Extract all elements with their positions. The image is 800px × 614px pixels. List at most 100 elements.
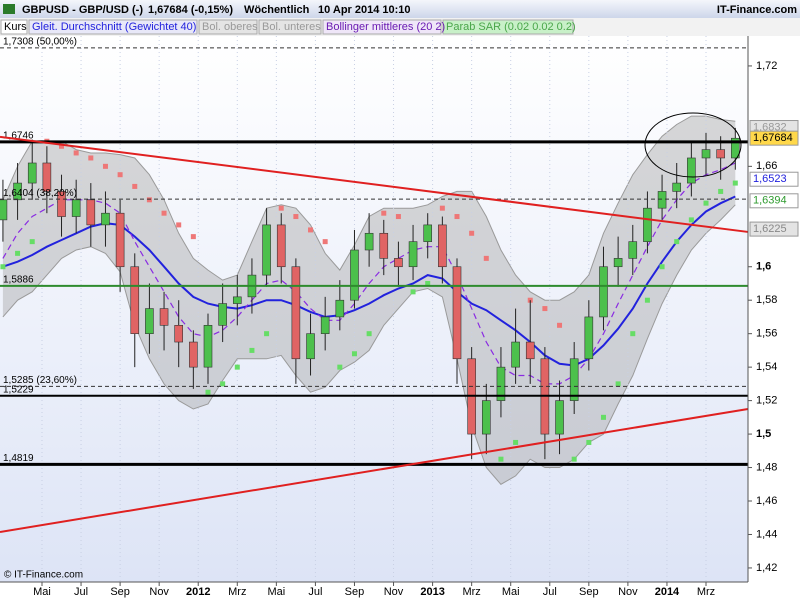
- sar-dot: [293, 214, 299, 220]
- sar-dot: [264, 331, 270, 337]
- price-tag: [749, 130, 799, 146]
- y-tick-label: 1,54: [756, 361, 777, 373]
- legend-entry: Bollinger mittleres (20 2): [326, 21, 445, 33]
- sar-dot: [644, 297, 650, 303]
- header-title: GBPUSD - GBP/USD (-): [22, 4, 143, 16]
- sar-dot: [132, 183, 138, 189]
- legend-box: [322, 19, 442, 35]
- legend-box: [198, 19, 258, 35]
- y-tick-label: 1,56: [756, 328, 777, 340]
- candle-body: [613, 258, 623, 268]
- price-tag-label: 1,6832: [753, 121, 787, 133]
- candle-body: [643, 207, 652, 242]
- sar-dot: [73, 150, 79, 156]
- x-tick-label: 2012: [186, 586, 210, 598]
- bollinger-lower: [2, 204, 736, 485]
- lines-layer: [0, 138, 738, 462]
- candle-body: [0, 199, 8, 221]
- top-layer: 1,42 1,44 1,46 1,48 1,5 1,52 1,54 1,56 1,58 1,6 1,…: [0, 37, 799, 598]
- moving-average: [2, 195, 736, 367]
- candle-body: [599, 266, 608, 318]
- price-tag-label: 1,6225: [753, 223, 787, 235]
- sar-dot: [659, 264, 665, 270]
- sar-dot: [718, 188, 724, 194]
- candle-body: [423, 224, 433, 242]
- candle-body: [628, 241, 638, 259]
- candle-body: [101, 212, 110, 226]
- candle-body: [218, 303, 227, 326]
- candle-body: [452, 266, 462, 360]
- candle-body: [159, 308, 169, 326]
- sar-dot: [513, 439, 519, 445]
- x-tick-label: Sep: [345, 586, 365, 598]
- highlight-ellipse: [644, 112, 742, 178]
- sar-dot: [234, 364, 240, 370]
- legend-entry: Parab SAR (0.02 0.02 0.2): [446, 21, 576, 33]
- bollinger-band: [2, 116, 736, 485]
- candle-body: [203, 325, 213, 368]
- sar-dot: [483, 255, 489, 261]
- price-tag-label: 1,67684: [753, 132, 793, 144]
- y-tick-label: 1,58: [756, 294, 777, 306]
- x-tick-label: Mai: [267, 586, 285, 598]
- x-tick-label: Mai: [502, 586, 520, 598]
- candle-body: [657, 191, 667, 209]
- x-tick-label: Nov: [149, 586, 169, 598]
- sar-dot: [630, 331, 636, 337]
- level-label: 1,6404 (38,20%): [3, 188, 77, 199]
- candle-body: [687, 157, 696, 184]
- sar-dot: [161, 210, 167, 216]
- sar-dot: [351, 351, 357, 357]
- sar-dot: [732, 180, 738, 186]
- legend-box: [442, 19, 574, 35]
- sar-dot: [102, 163, 108, 169]
- y-tick-label: 1,44: [756, 528, 777, 540]
- sar-dot: [0, 264, 6, 270]
- x-tick-label: Sep: [579, 586, 599, 598]
- legend-box: [28, 19, 198, 35]
- x-tick-label: Mai: [33, 586, 51, 598]
- sar-dot: [542, 306, 548, 312]
- sar-dot: [29, 239, 35, 245]
- y-tick-label: 1,46: [756, 495, 777, 507]
- x-tick-label: Sep: [110, 586, 130, 598]
- bollinger-middle: [2, 162, 736, 385]
- candle-body: [525, 341, 535, 360]
- candle-body: [306, 333, 315, 360]
- x-tick-label: Mrz: [462, 586, 480, 598]
- x-tick-label: Jul: [543, 586, 557, 598]
- candle-body: [42, 162, 52, 192]
- y-tick-label: 1,66: [756, 160, 777, 172]
- x-tick-label: Mrz: [697, 586, 715, 598]
- sar-dot: [205, 389, 211, 395]
- candle-body: [511, 341, 520, 368]
- header-bar: [0, 0, 800, 18]
- sar-dot: [498, 456, 504, 462]
- sar-dot: [410, 289, 416, 295]
- sar-dot: [454, 214, 460, 220]
- level-label: 1,5285 (23,60%): [3, 375, 77, 386]
- sar-dot: [571, 456, 577, 462]
- legend-entry: Kurs: [4, 21, 27, 33]
- legend-entry: Gleit. Durchschnitt (Gewichtet 40): [32, 21, 196, 33]
- price-tag-label: 1,6523: [753, 173, 787, 185]
- candle-body: [189, 341, 198, 368]
- candle-body: [57, 191, 66, 217]
- sar-dot: [469, 230, 475, 236]
- candle-body: [701, 149, 711, 159]
- candle-body: [350, 249, 359, 301]
- price-tag: [749, 171, 799, 187]
- legend-entry: Bol. unteres: [262, 21, 321, 33]
- price-tag: [749, 221, 799, 237]
- candle-body: [379, 232, 389, 259]
- price-tag: [749, 193, 799, 209]
- candle-body: [130, 266, 140, 334]
- header-quote: 1,67684 (-0,15%): [148, 4, 233, 16]
- sar-dot: [176, 222, 182, 228]
- candle-body: [27, 162, 37, 184]
- sar-dot: [439, 205, 445, 211]
- candle-body: [291, 266, 301, 360]
- sar-dot: [381, 210, 387, 216]
- candle-body: [394, 258, 403, 268]
